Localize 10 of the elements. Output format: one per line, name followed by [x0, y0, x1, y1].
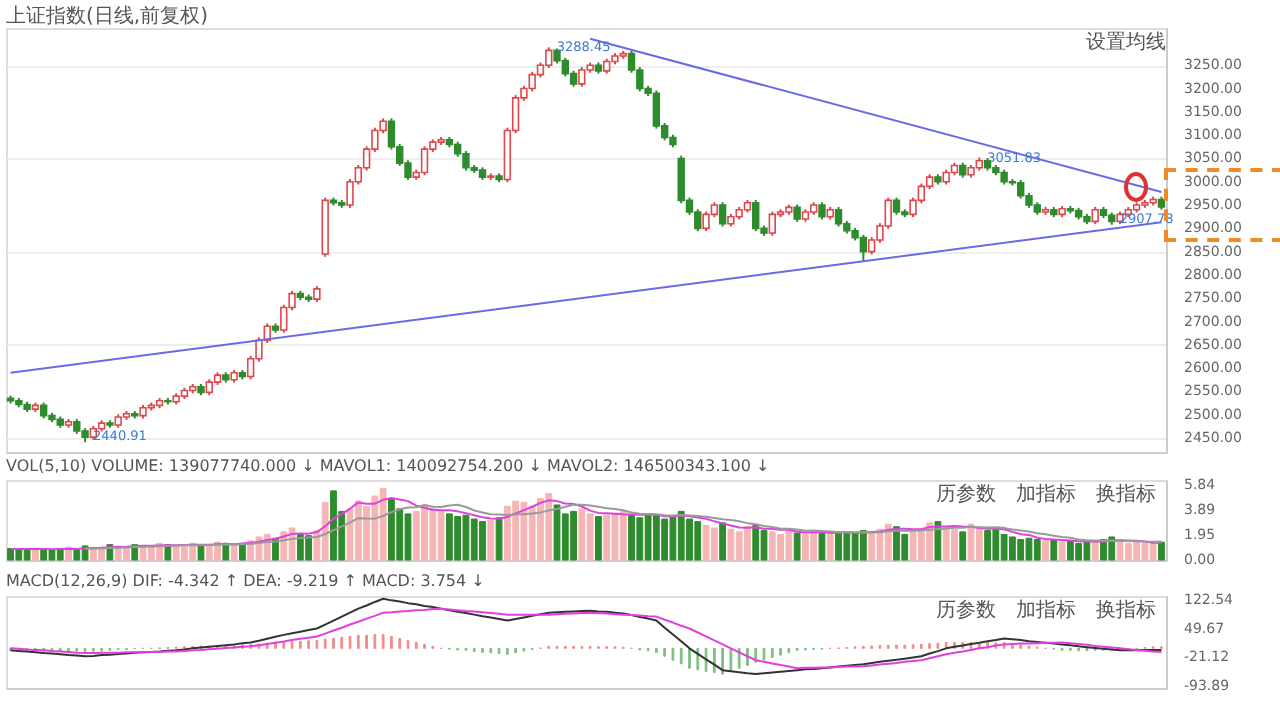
annotation: 换指标 [1096, 598, 1156, 622]
annotation: 设置均线 [1086, 30, 1166, 54]
annotation: 历参数 [936, 598, 996, 622]
chart-title: VOL(5,10) VOLUME: 139077740.000 ↓ MAVOL1: 140092754.200 ↓ MAVOL2: 146500343.100 ↓ [6, 457, 770, 476]
annotation: 加指标 [1016, 598, 1076, 622]
annotation: 历参数 [936, 482, 996, 506]
annotation: 换指标 [1096, 482, 1156, 506]
chart-title: MACD(12,26,9) DIF: -4.342 ↑ DEA: -9.219 ↑ MACD: 3.754 ↓ [6, 571, 485, 590]
annotation: 加指标 [1016, 482, 1076, 506]
chart-title: 上证指数(日线,前复权) [6, 4, 209, 28]
